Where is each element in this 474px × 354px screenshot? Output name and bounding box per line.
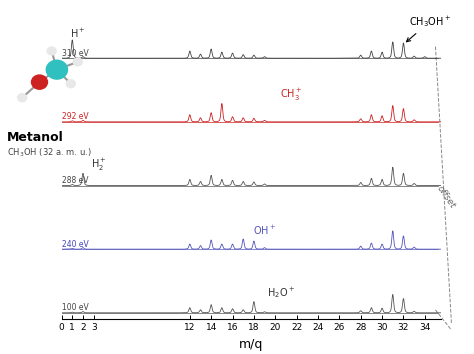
Text: 310 eV: 310 eV (62, 48, 88, 58)
Circle shape (31, 74, 48, 90)
Text: $\mathregular{CH_3OH^+}$: $\mathregular{CH_3OH^+}$ (407, 14, 451, 42)
Text: 288 eV: 288 eV (62, 176, 88, 185)
Text: $\mathregular{H^+}$: $\mathregular{H^+}$ (70, 27, 85, 40)
Text: $\mathregular{H_2^+}$: $\mathregular{H_2^+}$ (91, 156, 107, 173)
Text: 100 eV: 100 eV (62, 303, 88, 312)
Text: $\mathregular{OH^+}$: $\mathregular{OH^+}$ (253, 224, 276, 238)
Circle shape (17, 93, 27, 102)
Text: $\mathregular{H_2O^+}$: $\mathregular{H_2O^+}$ (266, 285, 295, 299)
Text: $\mathregular{CH_3OH}$ (32 a. m. u.): $\mathregular{CH_3OH}$ (32 a. m. u.) (7, 147, 92, 159)
Text: 240 eV: 240 eV (62, 240, 88, 249)
X-axis label: m/q: m/q (239, 338, 264, 351)
Circle shape (46, 59, 68, 80)
Circle shape (73, 57, 83, 67)
Circle shape (46, 46, 57, 56)
Circle shape (65, 79, 76, 88)
Text: Metanol: Metanol (7, 131, 64, 144)
Text: $\mathregular{CH_3^+}$: $\mathregular{CH_3^+}$ (280, 87, 302, 103)
Text: offset: offset (435, 184, 457, 210)
Text: 292 eV: 292 eV (62, 112, 88, 121)
